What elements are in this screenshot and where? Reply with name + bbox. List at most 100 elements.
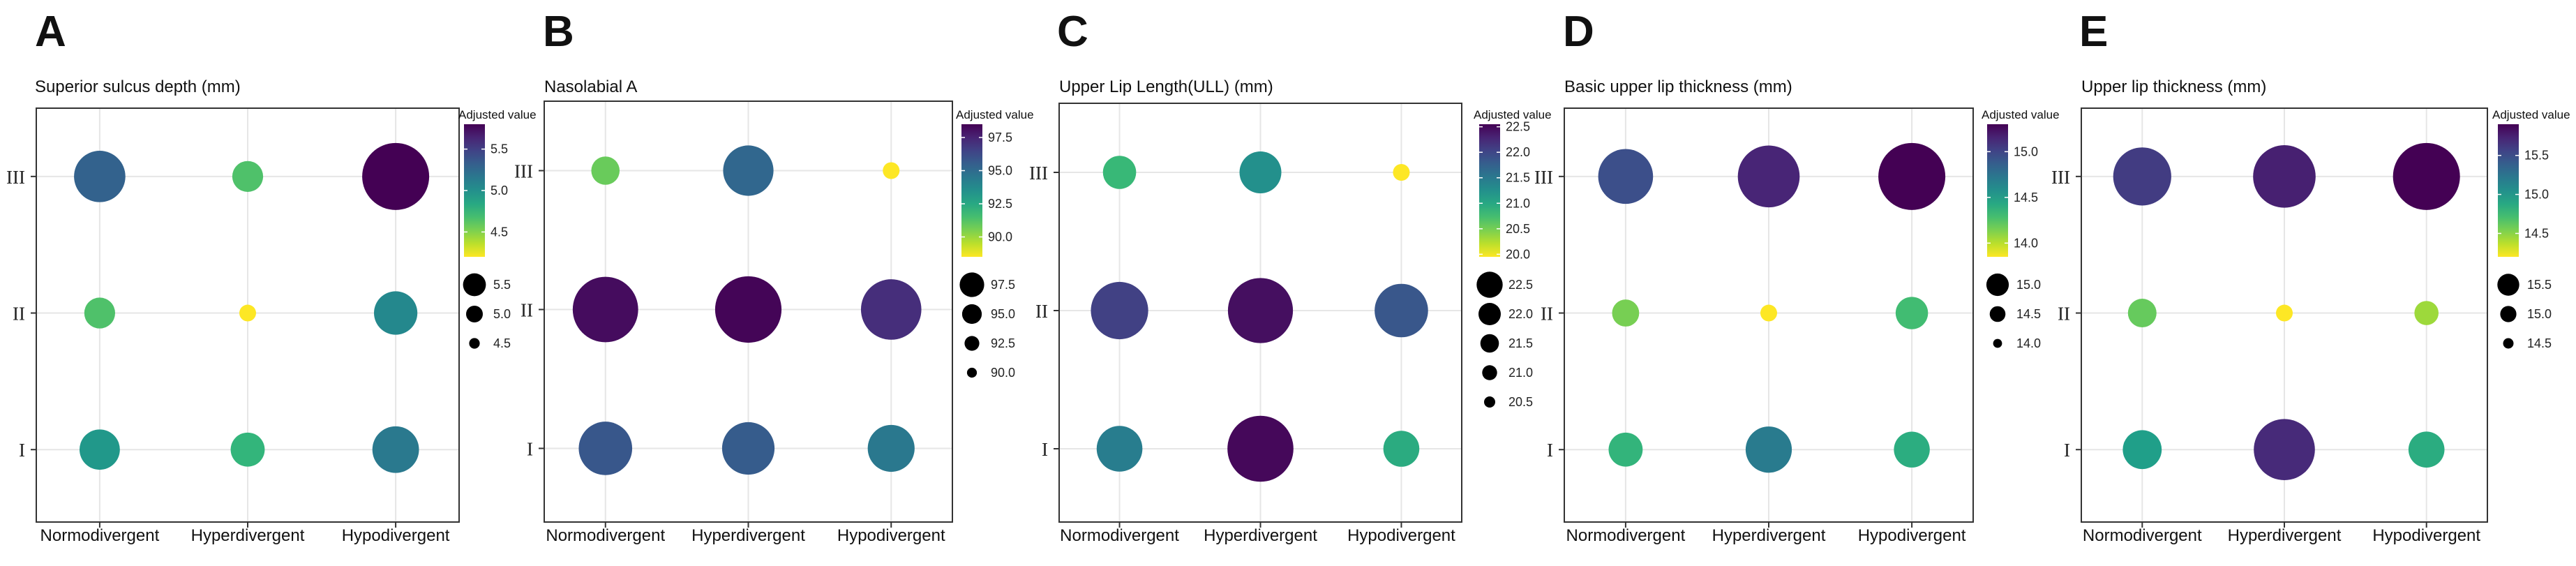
- size-legend-dot: [959, 272, 984, 297]
- x-tick-label: Normodivergent: [1566, 526, 1686, 545]
- panel-label: D: [1563, 8, 1594, 56]
- data-point: [1894, 431, 1930, 468]
- colorbar-tick-label: 22.0: [1506, 145, 1530, 159]
- size-legend-dot: [961, 304, 982, 325]
- y-tick-label: III: [2051, 167, 2070, 188]
- y-tick-label: III: [514, 161, 533, 181]
- colorbar-tick-label: 21.0: [1506, 196, 1530, 210]
- data-point: [2253, 145, 2316, 208]
- y-tick-label: I: [19, 440, 25, 461]
- panel-label: E: [2079, 8, 2108, 56]
- colorbar: [961, 124, 982, 257]
- data-point: [1598, 149, 1654, 204]
- data-point: [1096, 426, 1143, 472]
- size-legend-label: 14.5: [2527, 336, 2552, 350]
- data-point: [232, 161, 264, 192]
- data-point: [2414, 301, 2439, 325]
- chart-title: Superior sulcus depth (mm): [35, 77, 241, 96]
- x-tick-label: Normodivergent: [546, 526, 665, 545]
- size-legend-label: 90.0: [991, 366, 1015, 380]
- data-point: [84, 297, 115, 329]
- x-tick-label: Hyperdivergent: [691, 526, 805, 545]
- data-point: [714, 276, 782, 343]
- colorbar-tick-label: 14.0: [2014, 236, 2038, 250]
- size-legend-label: 4.5: [493, 336, 511, 350]
- data-point: [1383, 431, 1420, 467]
- x-tick-label: Hyperdivergent: [2228, 526, 2342, 545]
- colorbar-tick-label: 20.0: [1506, 247, 1530, 261]
- y-tick-label: I: [1547, 440, 1553, 461]
- colorbar-tick-label: 14.5: [2014, 191, 2038, 204]
- x-tick-label: Hyperdivergent: [191, 526, 305, 545]
- size-legend-dot: [466, 306, 483, 322]
- data-point: [374, 291, 418, 335]
- colorbar: [1479, 124, 1500, 257]
- x-tick-label: Hyperdivergent: [1204, 526, 1317, 545]
- colorbar-tick-label: 97.5: [988, 131, 1012, 144]
- size-legend-label: 22.0: [1508, 307, 1533, 321]
- data-point: [2276, 304, 2293, 322]
- size-legend-dot: [2503, 338, 2514, 349]
- data-point: [2113, 147, 2171, 206]
- size-legend-label: 92.5: [991, 336, 1015, 350]
- size-legend-label: 5.5: [493, 278, 511, 292]
- data-point: [1393, 164, 1410, 181]
- size-legend-dot: [469, 338, 480, 349]
- x-tick-label: Normodivergent: [2083, 526, 2202, 545]
- y-tick-label: II: [1035, 301, 1048, 322]
- data-point: [1608, 432, 1643, 467]
- size-legend-label: 97.5: [991, 278, 1015, 292]
- colorbar-tick-label: 20.5: [1506, 222, 1530, 236]
- size-legend-dot: [1993, 338, 2002, 348]
- data-point: [1878, 142, 1946, 210]
- data-point: [372, 426, 419, 473]
- data-point: [2392, 142, 2460, 210]
- legend-title: Adjusted value: [1982, 108, 2060, 121]
- data-point: [239, 304, 256, 322]
- data-point: [74, 151, 126, 202]
- data-point: [1102, 156, 1137, 189]
- panel-label: C: [1057, 8, 1088, 56]
- legend-title: Adjusted value: [1474, 108, 1552, 121]
- size-legend-label: 15.0: [2527, 307, 2552, 321]
- colorbar-tick-label: 92.5: [988, 197, 1012, 211]
- x-tick-label: Hyperdivergent: [1712, 526, 1826, 545]
- x-tick-label: Hypodivergent: [2372, 526, 2480, 545]
- size-legend-label: 21.5: [1508, 336, 1533, 350]
- data-point: [860, 279, 922, 340]
- x-tick-label: Hypodivergent: [1347, 526, 1455, 545]
- data-point: [572, 276, 638, 343]
- colorbar-tick-label: 14.5: [2524, 226, 2549, 240]
- data-point: [362, 142, 430, 210]
- data-point: [2254, 419, 2315, 481]
- x-tick-label: Hypodivergent: [837, 526, 945, 545]
- size-legend-label: 15.0: [2016, 278, 2041, 292]
- size-legend-dot: [1478, 303, 1501, 325]
- chart-title: Basic upper lip thickness (mm): [1564, 77, 1792, 96]
- size-legend-dot: [966, 367, 978, 378]
- size-legend-dot: [2500, 306, 2517, 322]
- y-tick-label: II: [1541, 304, 1553, 325]
- size-legend-dot: [1482, 365, 1497, 380]
- panel-label: A: [35, 8, 66, 56]
- colorbar-tick-label: 4.5: [491, 225, 508, 239]
- legend-title: Adjusted value: [458, 108, 537, 121]
- y-tick-label: III: [6, 167, 25, 188]
- size-legend-label: 95.0: [991, 307, 1015, 321]
- colorbar-tick-label: 15.5: [2524, 149, 2549, 163]
- data-point: [79, 429, 120, 470]
- data-point: [591, 156, 620, 185]
- data-point: [2408, 431, 2445, 468]
- colorbar: [1987, 124, 2008, 257]
- size-legend-label: 14.0: [2016, 336, 2041, 350]
- colorbar-tick-label: 95.0: [988, 164, 1012, 178]
- data-point: [2127, 299, 2157, 328]
- data-point: [578, 422, 633, 475]
- size-legend-label: 22.5: [1508, 278, 1533, 292]
- data-point: [1239, 151, 1282, 193]
- data-point: [721, 422, 775, 475]
- legend-title: Adjusted value: [2492, 108, 2570, 121]
